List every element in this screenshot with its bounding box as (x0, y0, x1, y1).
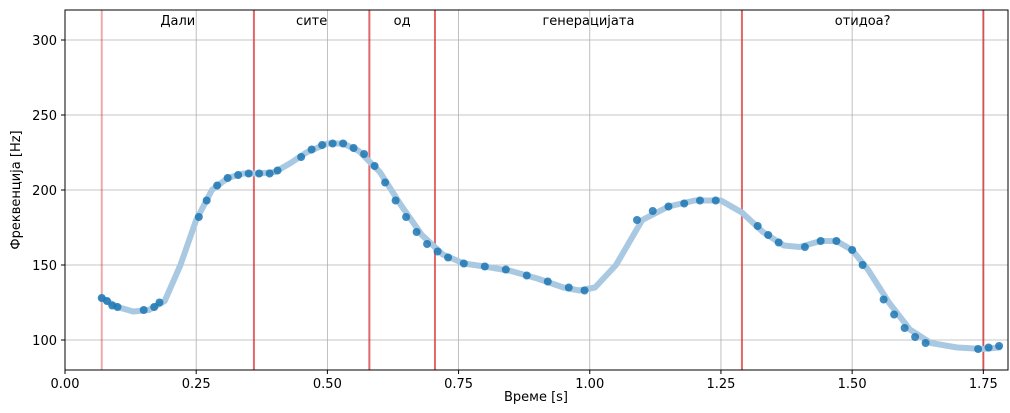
pitch-point (501, 265, 510, 274)
pitch-point (711, 196, 720, 205)
y-tick-label: 300 (32, 34, 57, 49)
pitch-point (381, 178, 390, 187)
word-label: сите (296, 14, 327, 29)
plot-frame (64, 9, 1009, 371)
pitch-point (307, 145, 316, 154)
x-tick-label: 0.00 (51, 377, 80, 392)
pitch-point (113, 303, 122, 311)
pitch-point (774, 238, 783, 247)
x-tick-label: 1.50 (838, 377, 867, 392)
pitch-point (632, 216, 641, 224)
pitch-point (213, 181, 222, 190)
word-label: генерацијата (542, 14, 634, 29)
pitch-point (564, 283, 573, 292)
pitch-point (223, 174, 232, 182)
x-tick-label: 1.00 (575, 377, 604, 392)
pitch-point (412, 228, 421, 236)
y-tick-label: 200 (32, 184, 57, 199)
y-tick-label: 100 (32, 334, 57, 349)
pitch-point (423, 240, 432, 248)
pitch-point (202, 196, 211, 205)
pitch-point (974, 345, 983, 353)
pitch-point (155, 298, 164, 307)
pitch-point (102, 297, 111, 305)
pitch-point (848, 246, 857, 254)
pitch-point (648, 207, 657, 215)
pitch-point (139, 306, 148, 314)
pitch-point (194, 213, 203, 221)
pitch-point (580, 286, 589, 295)
pitch-contour (98, 140, 1003, 352)
word-label: Дали (160, 14, 195, 29)
pitch-point (879, 295, 888, 304)
pitch-point (816, 237, 825, 245)
pitch-point (995, 342, 1004, 350)
pitch-point (318, 141, 327, 149)
pitch-point (391, 196, 400, 205)
pitch-point (680, 199, 689, 208)
pitch-point (150, 303, 159, 311)
x-tick-label: 1.25 (706, 377, 735, 392)
pitch-point (695, 196, 704, 205)
pitch-point (480, 262, 489, 271)
pitch-point (832, 237, 841, 245)
x-tick-label: 1.75 (969, 377, 998, 392)
pitch-point (433, 247, 442, 256)
pitch-point (984, 343, 993, 352)
pitch-point (444, 253, 453, 262)
pitch-point (543, 277, 552, 286)
x-axis-label: Време [s] (504, 390, 568, 405)
pitch-point (255, 169, 264, 178)
pitch-point (900, 324, 909, 332)
pitch-point (911, 333, 920, 341)
pitch-point (858, 261, 867, 269)
pitch-point (265, 169, 274, 178)
pitch-point (244, 169, 253, 178)
pitch-point (370, 162, 379, 170)
pitch-point (339, 139, 348, 148)
pitch-point (234, 171, 243, 179)
pitch-point (402, 213, 411, 221)
pitch-point (921, 339, 930, 347)
pitch-point (753, 222, 762, 230)
pitch-point (273, 166, 282, 175)
y-tick-label: 150 (32, 259, 57, 274)
pitch-point (328, 139, 337, 148)
x-tick-label: 0.25 (182, 377, 211, 392)
pitch-point (459, 259, 468, 268)
pitch-point (522, 271, 531, 280)
y-axis-label: Фреквенција [Hz] (9, 130, 24, 249)
pitch-point (890, 310, 899, 319)
pitch-point (664, 202, 673, 211)
x-tick-label: 0.75 (444, 377, 473, 392)
word-label: од (394, 14, 411, 29)
word-label: отидоа? (835, 14, 891, 29)
pitch-point (764, 231, 773, 239)
pitch-point (297, 153, 306, 161)
pitch-point (349, 144, 358, 152)
pitch-point (360, 150, 369, 158)
pitch-point (800, 243, 809, 251)
y-tick-label: 250 (32, 109, 57, 124)
x-tick-label: 0.50 (313, 377, 342, 392)
